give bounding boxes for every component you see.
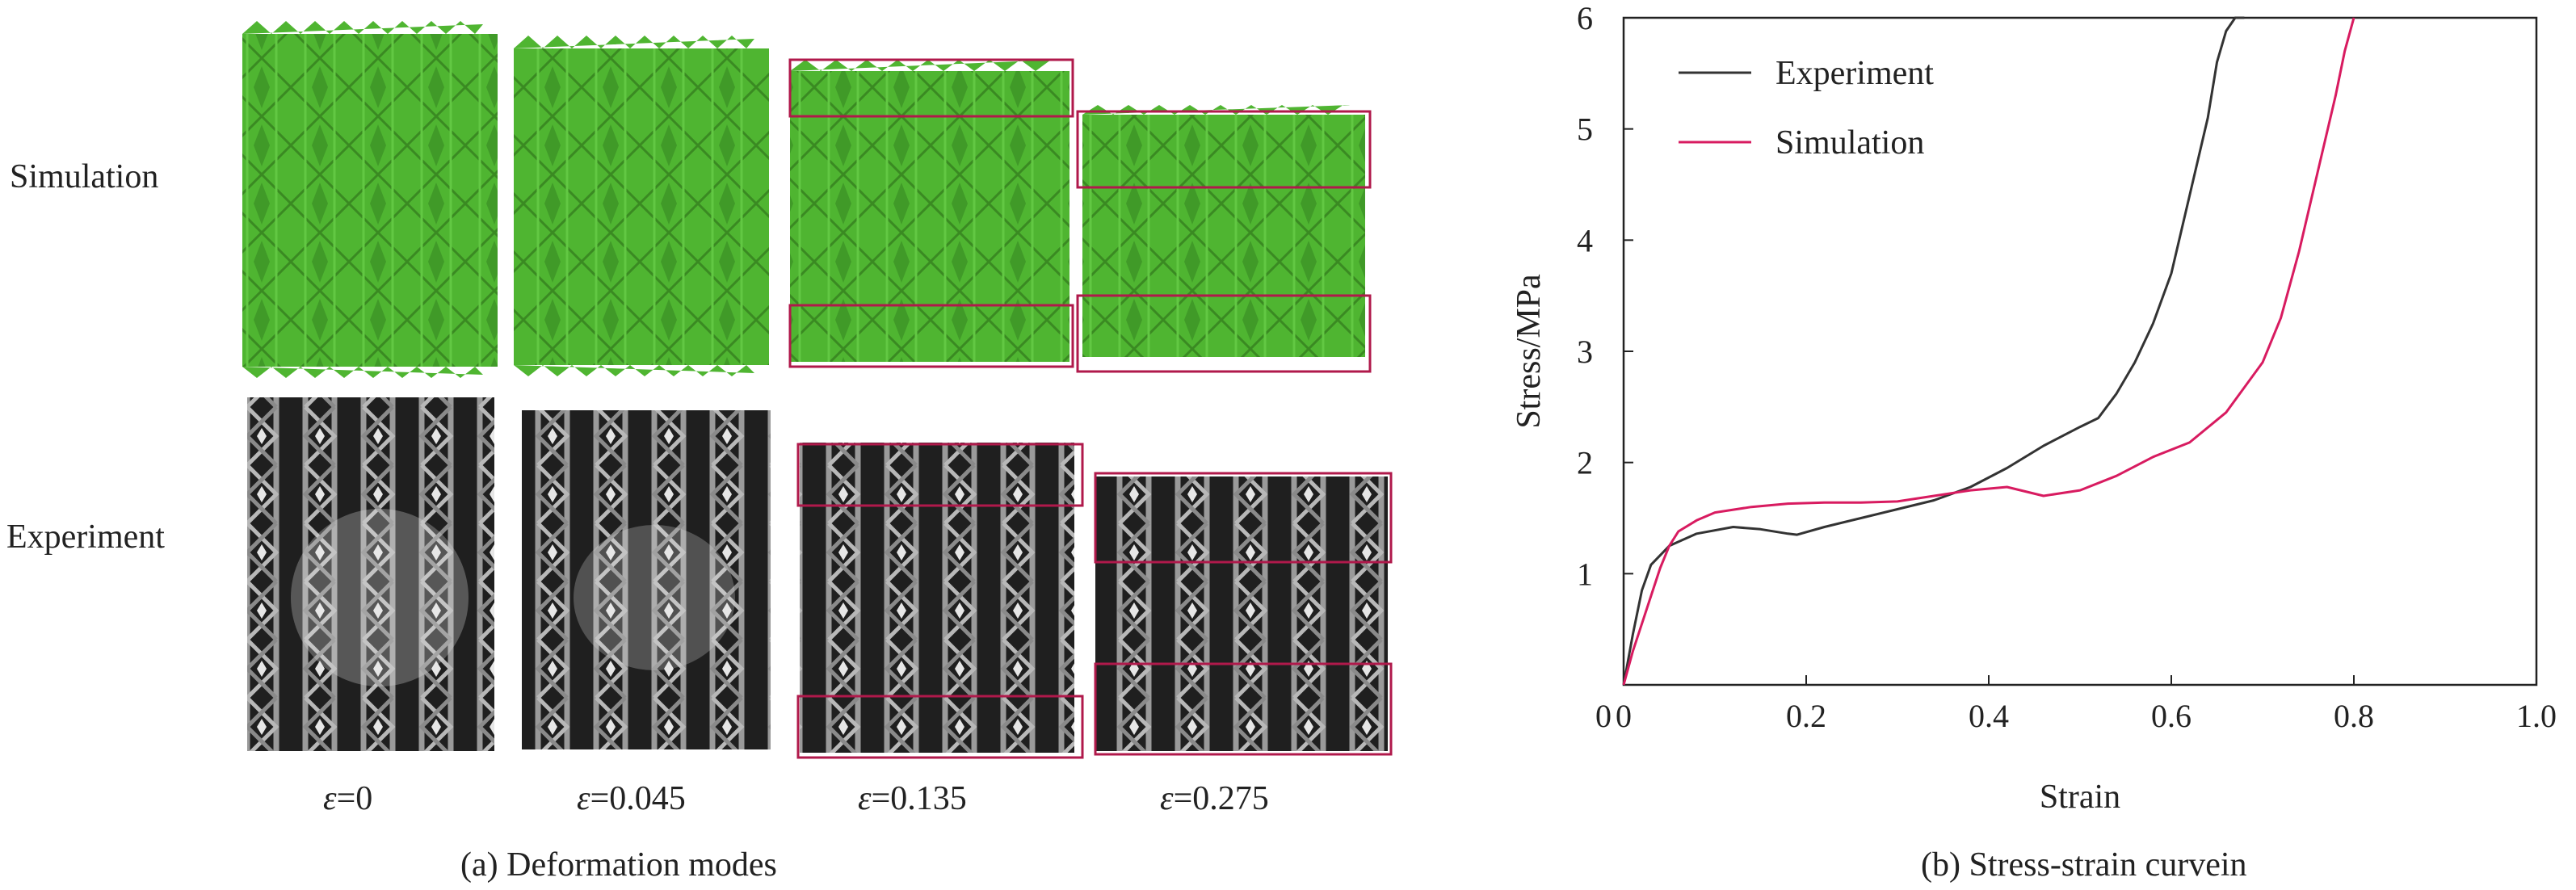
panel-b: 0 0.2 0.4 0.6 0.8 1.0 1 2 3 4 5 6 0 Strain Stress/M…	[1511, 0, 2557, 884]
strain-label: ε=0	[323, 780, 372, 817]
y-tick-label: 1	[1577, 556, 1593, 592]
x-axis-label: Strain	[2040, 779, 2120, 816]
simulation-row	[242, 21, 1372, 378]
x-tick-label: 0.6	[2151, 698, 2191, 734]
x-tick-label: 0.2	[1786, 698, 1826, 734]
y-axis-label: Stress/MPa	[1511, 274, 1548, 429]
highlight-box	[796, 443, 1084, 507]
highlight-box	[1076, 294, 1372, 373]
experiment-row	[247, 397, 1393, 759]
strain-label: ε=0.275	[1160, 780, 1269, 817]
experiment-sample-strain-0	[247, 397, 494, 751]
experiment-sample-strain-0.135	[796, 443, 1084, 759]
legend: Experiment Simulation	[1679, 55, 1934, 162]
experiment-sample-strain-0.045	[522, 410, 771, 749]
strain-label: ε=0.045	[577, 780, 686, 817]
highlight-box	[788, 58, 1074, 118]
y-tick-label: 6	[1577, 0, 1593, 36]
simulation-sample-strain-0.275	[1076, 105, 1372, 373]
y-tick-label: 5	[1577, 111, 1593, 148]
legend-label-simulation: Simulation	[1775, 124, 1924, 162]
y-axis-origin-label: 0	[1595, 698, 1612, 734]
stress-strain-plot: 0 0.2 0.4 0.6 0.8 1.0 1 2 3 4 5 6 0 Strain Stress/M…	[1511, 0, 2557, 816]
experiment-sample-strain-0.275	[1094, 472, 1393, 756]
panel-a-caption: (a) Deformation modes	[460, 846, 777, 884]
x-tick-label: 0.4	[1969, 698, 2009, 734]
highlight-box	[788, 304, 1074, 368]
x-tick-label: 1.0	[2516, 698, 2557, 734]
axis-ticks: 0 0.2 0.4 0.6 0.8 1.0 1 2 3 4 5 6	[1577, 0, 2557, 734]
x-tick-label: 0.8	[2334, 698, 2374, 734]
y-tick-label: 4	[1577, 222, 1593, 258]
highlight-box	[1076, 110, 1372, 189]
y-tick-label: 3	[1577, 334, 1593, 370]
series-line-experiment	[1622, 16, 2245, 686]
simulation-sample-strain-0	[242, 21, 498, 378]
series-line-simulation	[1622, 17, 2355, 686]
strain-label: ε=0.135	[858, 780, 967, 817]
panel-b-caption: (b) Stress-strain curvein	[1921, 846, 2247, 884]
highlight-box	[796, 695, 1084, 759]
legend-label-experiment: Experiment	[1775, 55, 1934, 92]
row-label-simulation: Simulation	[10, 158, 158, 195]
simulation-sample-strain-0.045	[514, 36, 769, 376]
chart-series	[1622, 16, 2355, 686]
strain-labels: ε=0 ε=0.045 ε=0.135 ε=0.275	[323, 780, 1269, 817]
y-tick-label: 2	[1577, 445, 1593, 481]
x-tick-label: 0	[1616, 698, 1632, 734]
panel-a: Simulation Experiment	[6, 21, 1393, 884]
highlight-box	[1094, 662, 1393, 756]
row-label-experiment: Experiment	[6, 518, 165, 556]
highlight-box	[1094, 472, 1393, 564]
plot-frame	[1622, 16, 2538, 686]
simulation-sample-strain-0.135	[788, 58, 1074, 368]
